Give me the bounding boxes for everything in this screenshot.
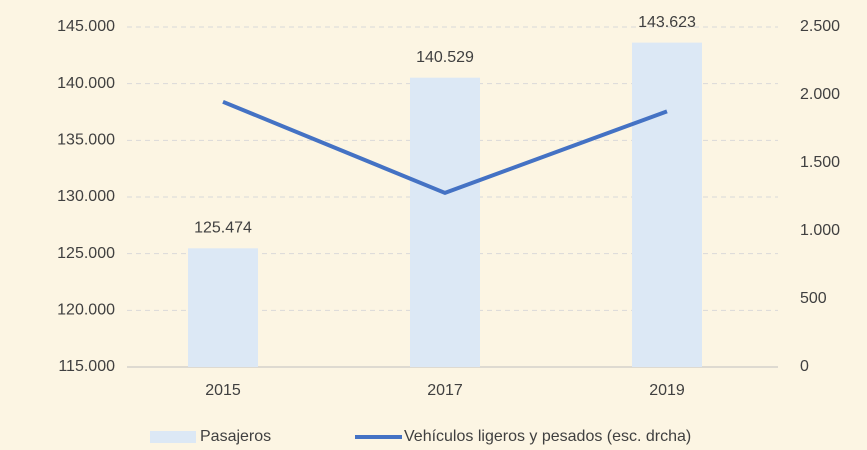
legend-swatch	[150, 431, 196, 443]
y-tick-label: 115.000	[58, 358, 115, 375]
y-tick-label: 130.000	[57, 188, 115, 205]
bar	[410, 77, 480, 368]
y2-tick-label: 0	[800, 358, 809, 375]
bar	[632, 42, 702, 368]
x-tick-label: 2019	[649, 382, 685, 399]
y-tick-label: 120.000	[57, 302, 115, 319]
legend-label: Pasajeros	[200, 428, 271, 445]
y2-tick-label: 2.500	[800, 18, 840, 35]
legend-label: Vehículos ligeros y pesados (esc. drcha)	[404, 428, 691, 445]
line	[222, 99, 668, 195]
y2-tick-label: 1.500	[800, 154, 840, 171]
data-label: 143.623	[638, 14, 696, 31]
data-label: 140.529	[416, 49, 474, 66]
y2-tick-label: 1.000	[800, 222, 840, 239]
y2-tick-label: 500	[800, 290, 827, 307]
data-label: 125.474	[194, 220, 252, 237]
y-tick-label: 140.000	[57, 75, 115, 92]
y-tick-label: 135.000	[57, 132, 115, 149]
y-tick-label: 145.000	[57, 18, 115, 35]
x-tick-label: 2017	[427, 382, 463, 399]
bar	[188, 248, 258, 367]
x-tick-label: 2015	[205, 382, 241, 399]
y-tick-label: 125.000	[57, 245, 115, 262]
y2-tick-label: 2.000	[800, 86, 840, 103]
